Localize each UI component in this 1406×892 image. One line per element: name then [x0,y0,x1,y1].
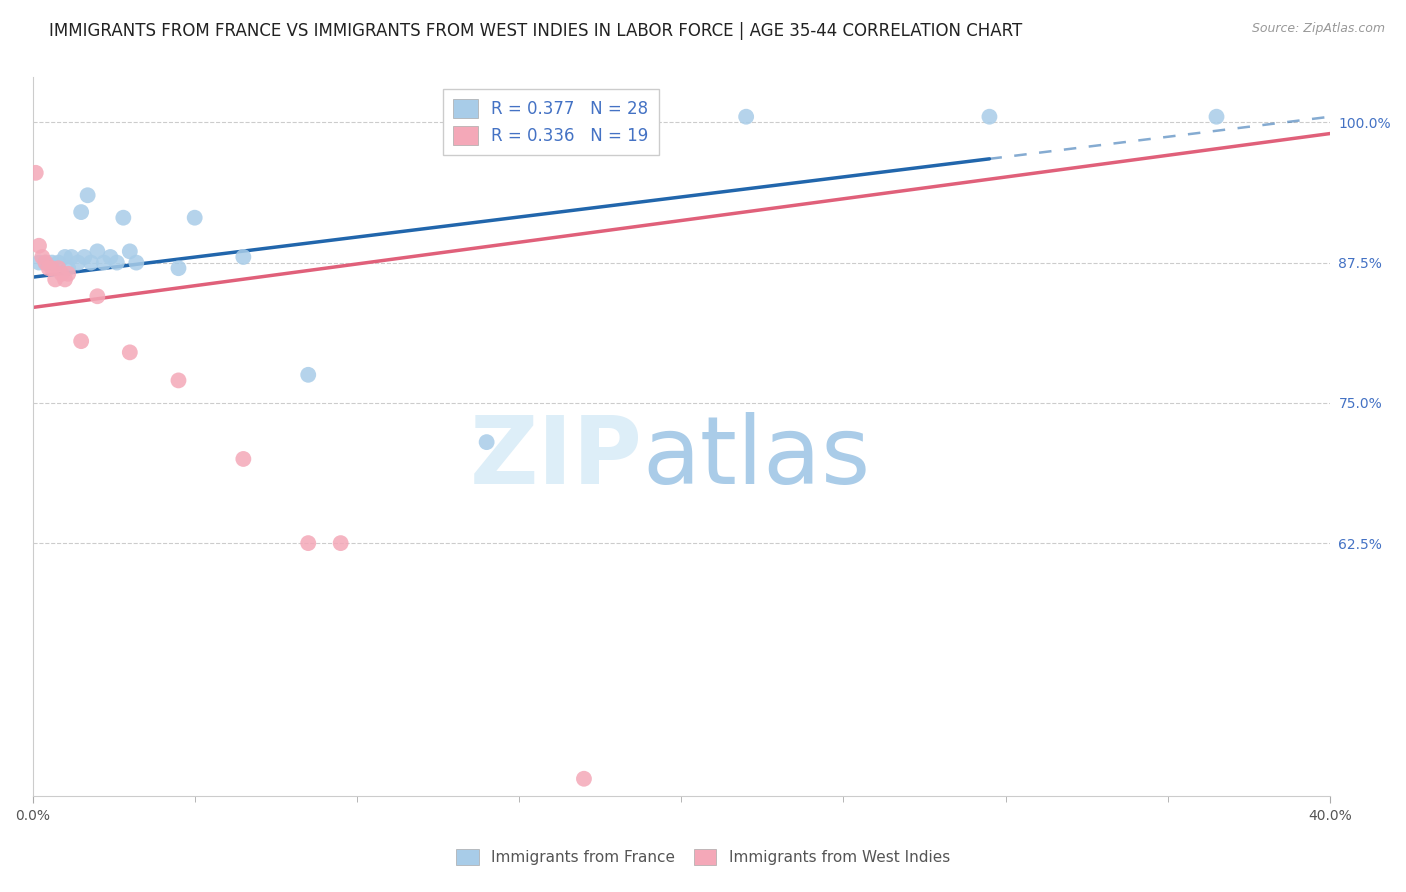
Text: Source: ZipAtlas.com: Source: ZipAtlas.com [1251,22,1385,36]
Point [232,452,254,467]
Point [34,255,56,269]
Point [53,250,76,264]
Point [28,239,51,253]
Point [86,244,108,259]
Point [76,188,98,202]
Point [329,536,352,550]
Point [572,772,595,786]
Point [475,435,498,450]
Point [167,261,190,276]
Point [28,255,51,269]
Point [297,536,319,550]
Legend: Immigrants from France, Immigrants from West Indies: Immigrants from France, Immigrants from … [450,843,956,871]
Legend: R = 0.377   N = 28, R = 0.336   N = 19: R = 0.377 N = 28, R = 0.336 N = 19 [443,89,658,155]
Point [41,261,63,276]
Point [167,373,190,387]
Point [73,250,96,264]
Point [34,255,56,269]
Point [51,267,73,281]
Point [1205,110,1227,124]
Point [48,261,70,276]
Point [41,255,63,269]
Point [125,255,148,269]
Point [53,272,76,286]
Point [56,261,79,276]
Text: ZIP: ZIP [470,412,643,504]
Point [118,345,141,359]
Point [44,272,66,286]
Point [105,255,128,269]
Point [297,368,319,382]
Point [31,250,53,264]
Point [70,334,93,348]
Point [93,255,115,269]
Point [112,211,135,225]
Point [80,255,103,269]
Point [24,166,46,180]
Point [118,244,141,259]
Point [86,289,108,303]
Point [979,110,1001,124]
Point [98,250,121,264]
Point [183,211,205,225]
Point [621,110,644,124]
Point [48,255,70,269]
Text: atlas: atlas [643,412,870,504]
Point [735,110,758,124]
Point [60,250,83,264]
Point [38,261,60,276]
Text: IMMIGRANTS FROM FRANCE VS IMMIGRANTS FROM WEST INDIES IN LABOR FORCE | AGE 35-44: IMMIGRANTS FROM FRANCE VS IMMIGRANTS FRO… [49,22,1022,40]
Point [66,255,89,269]
Point [232,250,254,264]
Point [70,205,93,219]
Point [56,267,79,281]
